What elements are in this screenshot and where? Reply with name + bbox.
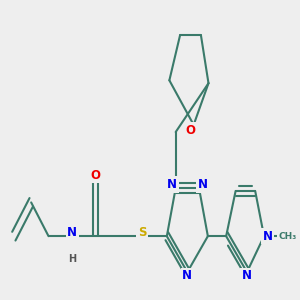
Text: O: O bbox=[185, 124, 196, 137]
Text: N: N bbox=[67, 226, 77, 239]
Text: S: S bbox=[138, 226, 146, 239]
Text: O: O bbox=[91, 169, 101, 182]
Text: N: N bbox=[242, 269, 252, 282]
Text: CH₃: CH₃ bbox=[279, 232, 297, 241]
Text: N: N bbox=[263, 230, 273, 243]
Text: H: H bbox=[68, 254, 76, 264]
Text: N: N bbox=[182, 269, 192, 282]
Text: N: N bbox=[167, 178, 177, 191]
Text: N: N bbox=[198, 178, 208, 191]
